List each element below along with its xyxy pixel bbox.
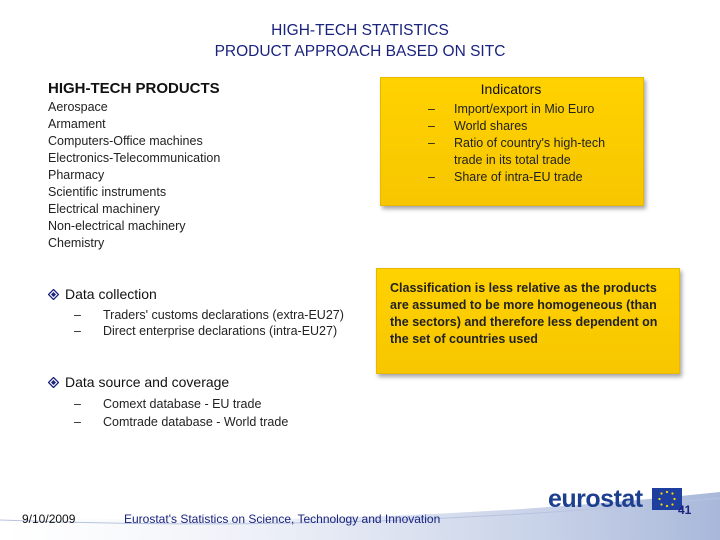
indicators-box	[380, 77, 644, 206]
dash-marker: –	[74, 397, 81, 411]
page-number: 41	[678, 503, 692, 517]
product-item: Electronics-Telecommunication	[48, 151, 221, 165]
data-source-item: – Comtrade database - World trade	[74, 413, 394, 431]
data-source-list: – Comext database - EU trade – Comtrade …	[74, 395, 394, 431]
product-item: Non-electrical machinery	[48, 219, 186, 233]
indicator-label: Import/export in Mio Euro	[454, 102, 595, 116]
indicator-label: World shares	[454, 119, 528, 133]
data-collection-label: Data collection	[65, 286, 157, 302]
product-item: Computers-Office machines	[48, 134, 203, 148]
data-collection-item-label: Direct enterprise declarations (intra-EU…	[103, 324, 338, 338]
page-title-line-1: HIGH-TECH STATISTICS	[271, 22, 449, 39]
indicators-list: – Import/export in Mio Euro – World shar…	[428, 101, 634, 186]
classification-box	[376, 268, 680, 374]
dash-marker: –	[74, 415, 81, 429]
product-item: Armament	[48, 117, 106, 131]
product-item: Pharmacy	[48, 168, 105, 182]
data-collection-bullet: Data collection	[47, 286, 157, 302]
product-item: Scientific instruments	[48, 185, 167, 199]
footer-swoosh	[0, 492, 720, 540]
dash-marker: –	[428, 170, 435, 184]
indicators-title: Indicators	[480, 81, 542, 97]
data-collection-item: – Traders' customs declarations (extra-E…	[74, 307, 364, 323]
footer-text: Eurostat's Statistics on Science, Techno…	[124, 512, 441, 526]
product-item: Chemistry	[48, 236, 105, 250]
indicator-label: Share of intra-EU trade	[454, 170, 583, 184]
product-item: Aerospace	[48, 100, 108, 114]
diamond-bullet-icon	[47, 375, 60, 389]
classification-text: Classification is less relative as the p…	[390, 281, 658, 346]
data-source-label: Data source and coverage	[65, 374, 230, 390]
dash-marker: –	[428, 102, 435, 116]
data-source-bullet: Data source and coverage	[47, 374, 230, 390]
eurostat-logo: eurostat	[548, 485, 643, 513]
data-collection-item-label: Traders' customs declarations (extra-EU2…	[103, 308, 344, 322]
indicator-label: Ratio of country's high-tech trade in it…	[454, 136, 606, 167]
data-collection-item: – Direct enterprise declarations (intra-…	[74, 323, 364, 339]
data-collection-list: – Traders' customs declarations (extra-E…	[74, 307, 364, 339]
indicator-item: – World shares	[428, 118, 634, 135]
data-source-item-label: Comext database - EU trade	[103, 397, 262, 411]
dash-marker: –	[74, 308, 81, 322]
eu-flag-icon	[652, 488, 682, 510]
indicator-item: – Ratio of country's high-tech trade in …	[428, 135, 634, 169]
indicator-item: – Import/export in Mio Euro	[428, 101, 634, 118]
dash-marker: –	[428, 136, 435, 150]
data-source-item-label: Comtrade database - World trade	[103, 415, 289, 429]
products-heading: HIGH-TECH PRODUCTS	[48, 80, 220, 97]
indicator-item: – Share of intra-EU trade	[428, 169, 634, 186]
products-list: Aerospace Armament Computers-Office mach…	[48, 99, 220, 252]
product-item: Electrical machinery	[48, 202, 160, 216]
dash-marker: –	[428, 119, 435, 133]
dash-marker: –	[74, 324, 81, 338]
diamond-bullet-icon	[47, 287, 60, 301]
footer-date: 9/10/2009	[22, 512, 76, 526]
page-title-line-2: PRODUCT APPROACH BASED ON SITC	[214, 43, 506, 60]
data-source-item: – Comext database - EU trade	[74, 395, 394, 413]
